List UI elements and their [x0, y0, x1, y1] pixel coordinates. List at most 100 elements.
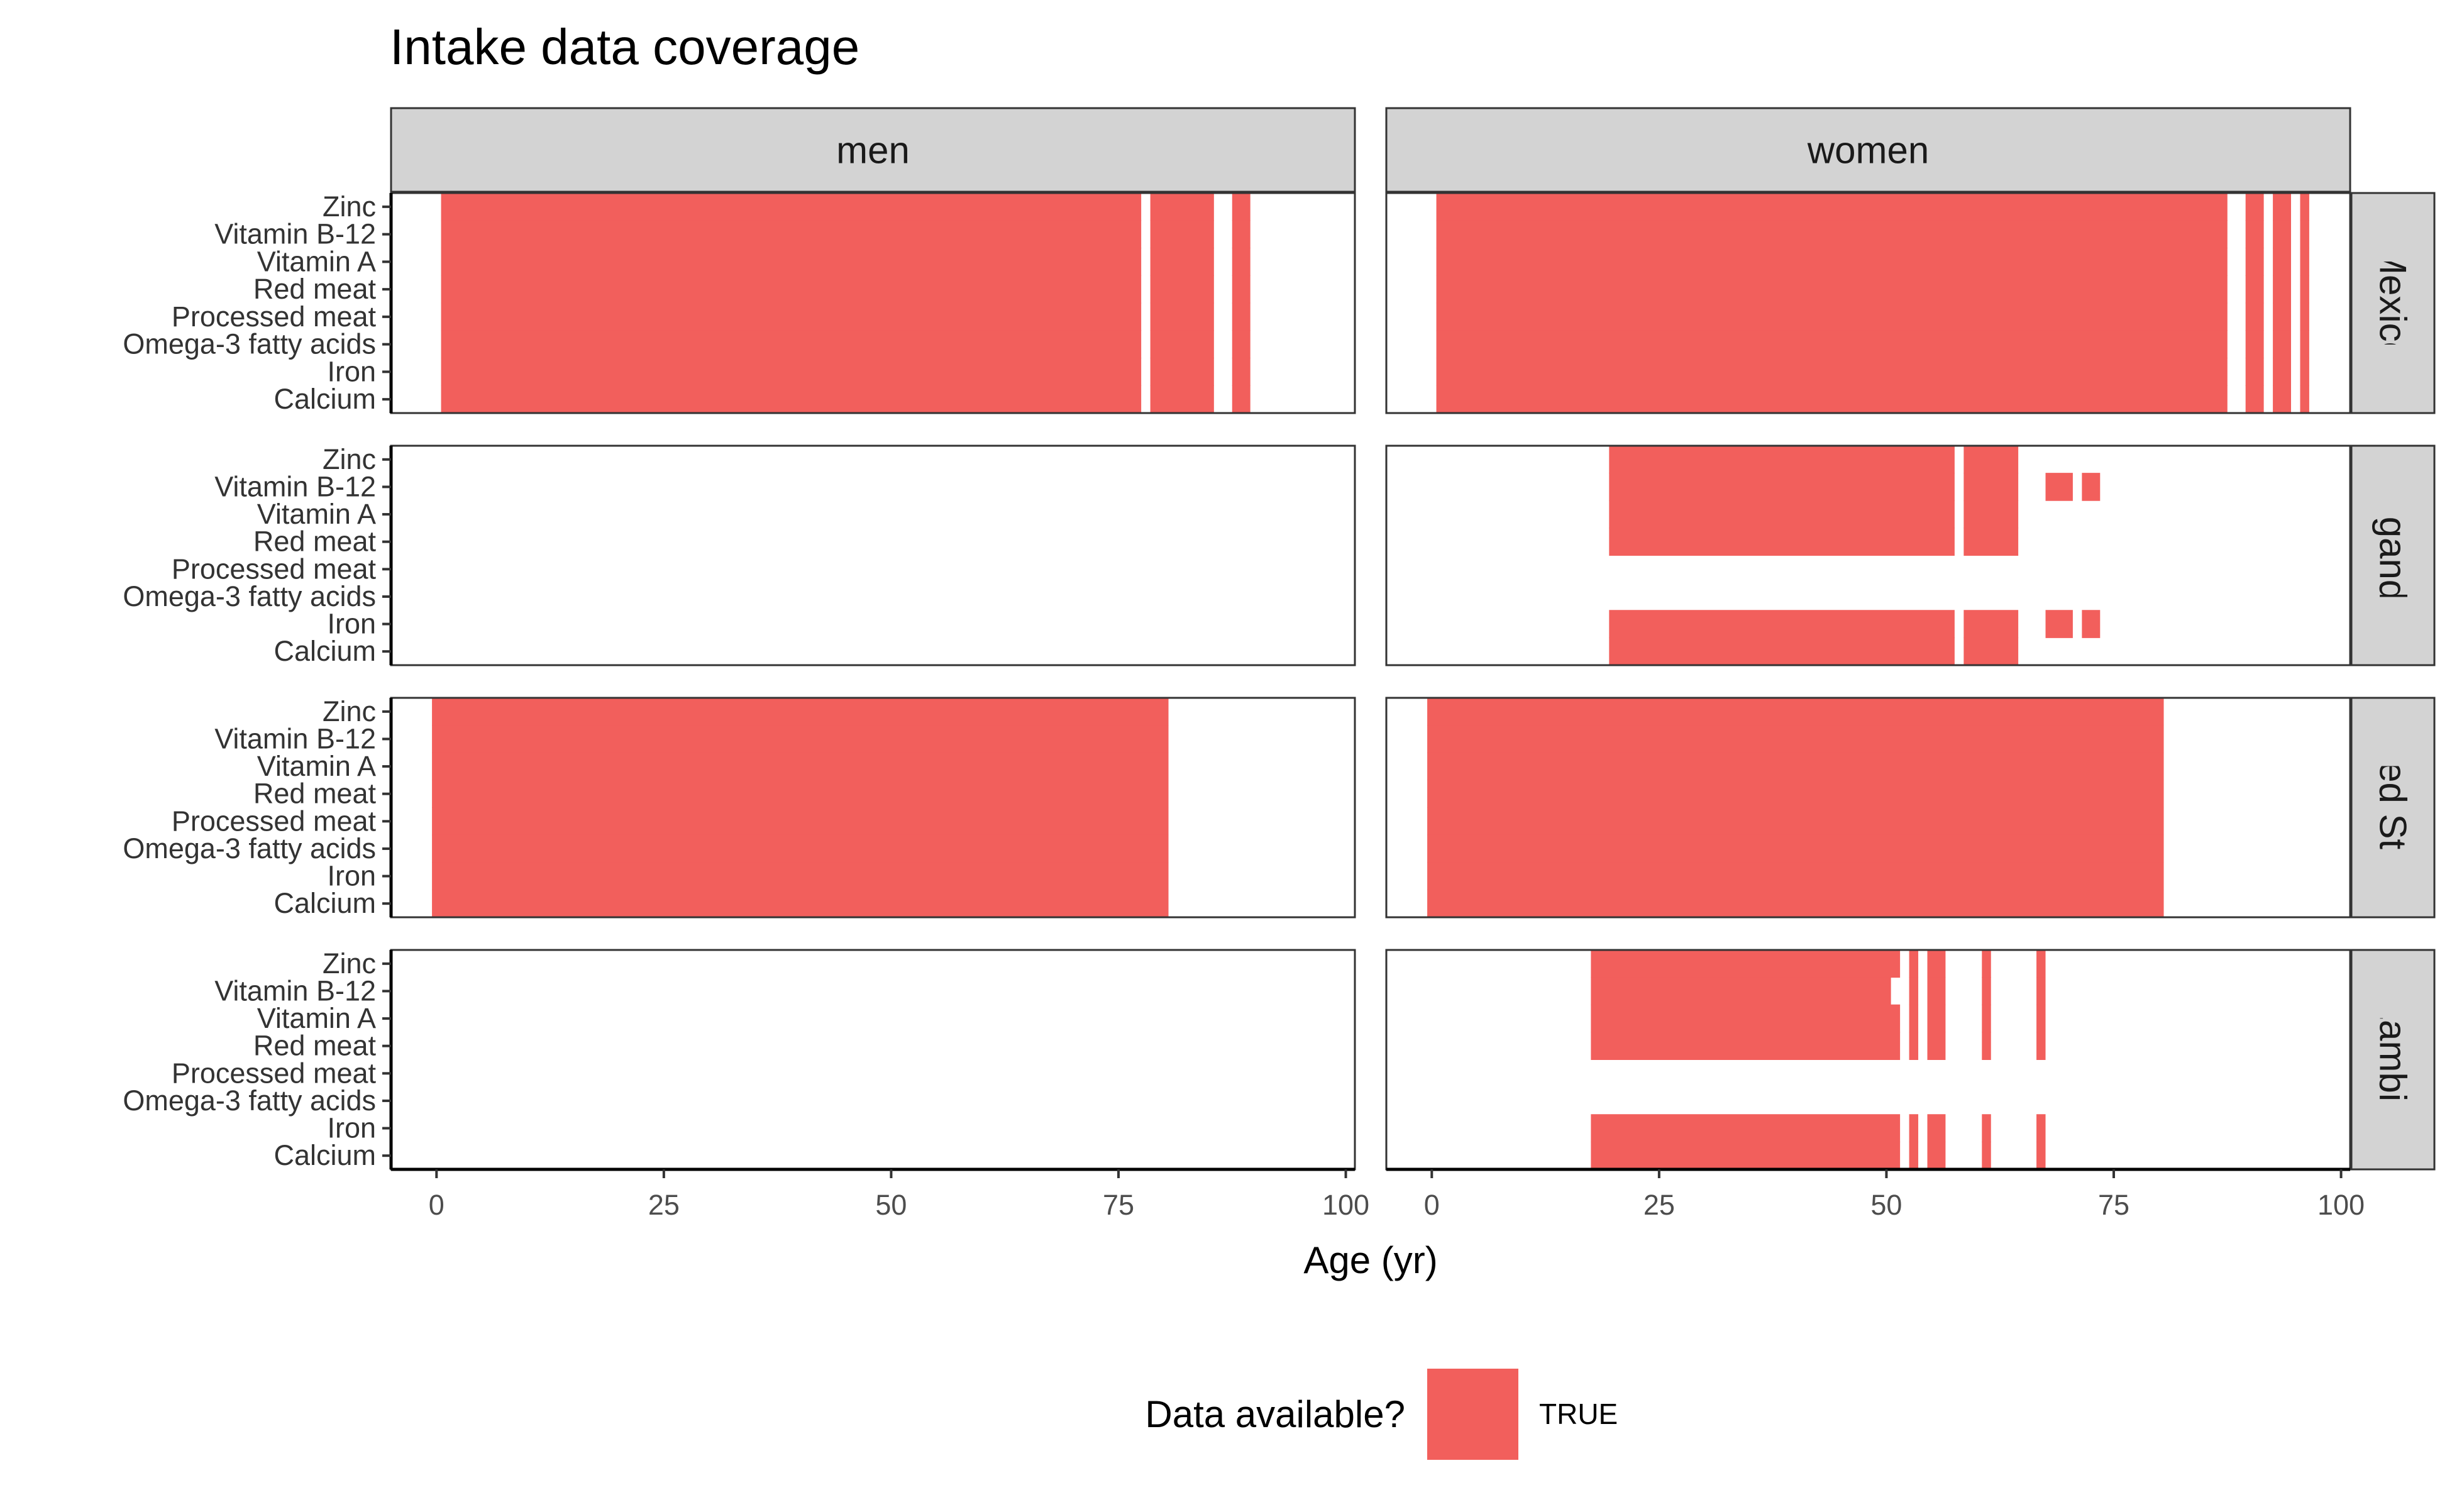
coverage-tile-iron: [432, 862, 1169, 890]
coverage-tile-iron: [2300, 358, 2309, 386]
coverage-tile-vitamin-a: [2245, 248, 2264, 276]
y-tick-label-zinc: Zinc: [323, 190, 376, 223]
coverage-tile-vitamin-a: [1436, 248, 2228, 276]
coverage-tile-calcium: [1150, 385, 1214, 414]
coverage-tile-vitamin-a: [432, 752, 1169, 781]
x-axis-title: Age (yr): [1303, 1239, 1437, 1281]
x-tick-label-50: 50: [875, 1189, 907, 1221]
coverage-tile-red-meat: [1963, 527, 2019, 556]
coverage-tile-iron: [1909, 1114, 1919, 1142]
coverage-tile-omega-3-fatty-acids: [2300, 330, 2309, 358]
coverage-tile-vitamin-b-12: [1591, 977, 1891, 1005]
x-tick-label-0: 0: [429, 1189, 445, 1221]
coverage-tile-iron: [1427, 862, 2164, 890]
coverage-tile-zinc: [1927, 949, 1946, 978]
y-tick-label-vitamin-b-12: Vitamin B-12: [214, 974, 376, 1007]
y-tick-label-omega-3-fatty-acids: Omega-3 fatty acids: [123, 580, 376, 612]
y-tick-label-omega-3-fatty-acids: Omega-3 fatty acids: [123, 328, 376, 360]
chart-title: Intake data coverage: [390, 19, 859, 75]
x-tick-label-25: 25: [1643, 1189, 1675, 1221]
panel-mexico-women: [1436, 192, 2309, 414]
coverage-tile-iron: [2273, 358, 2291, 386]
coverage-tile-iron: [1982, 1114, 1991, 1142]
coverage-tile-vitamin-b-12: [2300, 220, 2309, 248]
strip-label-men: men: [836, 130, 910, 172]
coverage-tile-omega-3-fatty-acids: [1427, 834, 2164, 863]
coverage-tile-vitamin-a: [1427, 752, 2164, 781]
y-tick-label-red-meat: Red meat: [253, 778, 377, 810]
coverage-tile-iron: [1609, 610, 1955, 638]
x-tick-label-0: 0: [1424, 1189, 1440, 1221]
coverage-tile-red-meat: [1982, 1032, 1991, 1060]
coverage-tile-zinc: [432, 697, 1169, 726]
coverage-tile-calcium: [2036, 1141, 2046, 1170]
coverage-tile-red-meat: [2245, 275, 2264, 304]
x-tick-label-100: 100: [1322, 1189, 1369, 1221]
y-tick-label-omega-3-fatty-acids: Omega-3 fatty acids: [123, 1084, 376, 1117]
coverage-tile-processed-meat: [1427, 807, 2164, 836]
coverage-tile-calcium: [1232, 385, 1251, 414]
panels-layer: men women Mexico Uganda United States Zambia Z…: [123, 107, 2436, 1221]
coverage-tile-vitamin-b-12: [2273, 220, 2291, 248]
strip-label-women: women: [1807, 130, 1929, 172]
coverage-tile-processed-meat: [2245, 302, 2264, 331]
y-tick-label-zinc: Zinc: [323, 947, 376, 979]
coverage-tile-zinc: [1232, 192, 1251, 221]
coverage-tile-vitamin-b-12: [1909, 977, 1919, 1005]
coverage-tile-vitamin-b-12: [1436, 220, 2228, 248]
y-tick-label-calcium: Calcium: [273, 1139, 376, 1171]
coverage-tile-red-meat: [1927, 1032, 1946, 1060]
y-tick-label-calcium: Calcium: [273, 635, 376, 667]
y-tick-label-red-meat: Red meat: [253, 273, 377, 305]
coverage-tile-red-meat: [1436, 275, 2228, 304]
coverage-tile-processed-meat: [2273, 302, 2291, 331]
coverage-tile-zinc: [1150, 192, 1214, 221]
coverage-tile-iron: [2045, 610, 2073, 638]
x-tick-label-100: 100: [2317, 1189, 2365, 1221]
legend-label-true: TRUE: [1539, 1398, 1618, 1430]
coverage-tile-iron: [1150, 358, 1214, 386]
coverage-tile-vitamin-a: [1927, 1004, 1946, 1033]
y-tick-label-vitamin-b-12: Vitamin B-12: [214, 470, 376, 502]
y-tick-label-vitamin-b-12: Vitamin B-12: [214, 722, 376, 754]
y-tick-label-vitamin-b-12: Vitamin B-12: [214, 218, 376, 250]
y-tick-label-zinc: Zinc: [323, 695, 376, 727]
x-tick-label-50: 50: [1870, 1189, 1902, 1221]
y-tick-label-processed-meat: Processed meat: [172, 805, 377, 837]
y-tick-label-zinc: Zinc: [323, 443, 376, 475]
coverage-tile-omega-3-fatty-acids: [1436, 330, 2228, 358]
coverage-tile-vitamin-b-12: [1427, 725, 2164, 753]
panel-bg-zambia-men: [391, 950, 1355, 1169]
coverage-tile-iron: [1591, 1114, 1901, 1142]
coverage-tile-zinc: [1963, 445, 2019, 474]
coverage-tile-calcium: [432, 889, 1169, 918]
coverage-tile-red-meat: [1909, 1032, 1919, 1060]
coverage-tile-calcium: [1591, 1141, 1901, 1170]
coverage-tile-red-meat: [1591, 1032, 1901, 1060]
coverage-tile-processed-meat: [1232, 302, 1251, 331]
coverage-tile-vitamin-b-12: [1232, 220, 1251, 248]
coverage-tile-iron: [2245, 358, 2264, 386]
coverage-tile-vitamin-a: [1909, 1004, 1919, 1033]
coverage-tile-iron: [1927, 1114, 1946, 1142]
y-tick-label-processed-meat: Processed meat: [172, 301, 377, 333]
coverage-tile-red-meat: [1427, 780, 2164, 808]
coverage-tile-vitamin-a: [1982, 1004, 1991, 1033]
coverage-tile-calcium: [2300, 385, 2309, 414]
coverage-tile-calcium: [2273, 385, 2291, 414]
coverage-tile-zinc: [2245, 192, 2264, 221]
coverage-tile-zinc: [1982, 949, 1991, 978]
coverage-tile-omega-3-fatty-acids: [2273, 330, 2291, 358]
coverage-tile-vitamin-a: [1591, 1004, 1901, 1033]
panel-mexico-men: [441, 192, 1251, 414]
y-tick-label-red-meat: Red meat: [253, 526, 377, 558]
coverage-tile-vitamin-b-12: [1982, 977, 1991, 1005]
coverage-tile-red-meat: [441, 275, 1142, 304]
panel-united-states-men: [432, 697, 1169, 918]
y-tick-label-calcium: Calcium: [273, 887, 376, 919]
panel-zambia-women: [1591, 949, 2046, 1170]
coverage-tile-iron: [1232, 358, 1251, 386]
coverage-tile-iron: [441, 358, 1142, 386]
coverage-tile-iron: [1436, 358, 2228, 386]
